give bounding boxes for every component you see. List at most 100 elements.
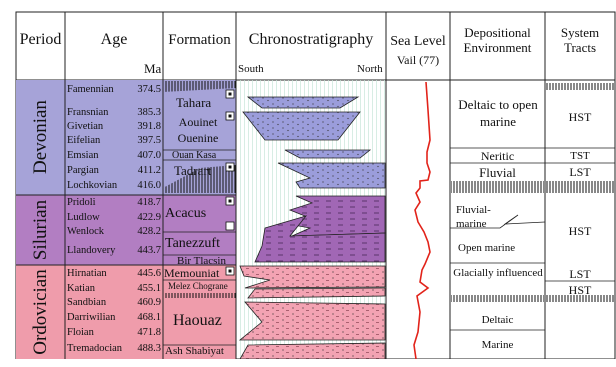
header-formation: Formation (168, 31, 231, 48)
age-stage: Wenlock (67, 226, 105, 237)
memouniat-wedge (239, 265, 386, 289)
ordovician-age-band (65, 265, 163, 359)
header-depositional-environment: Depositional Environment (463, 25, 532, 55)
age-row: Famennian 374.5 (67, 84, 161, 95)
age-stage: Floian (67, 327, 94, 338)
env-fluvial: Fluvial (479, 165, 516, 180)
env-deltaic-open-marine: Deltaic to open marine (458, 97, 538, 129)
age-stage: Llandovery (67, 245, 116, 256)
formation-tahara: Tahara (176, 95, 212, 110)
age-ma: 391.8 (137, 121, 161, 132)
age-row: Givetian 391.8 (67, 121, 161, 132)
header-sea-level: Sea Level (390, 34, 446, 49)
env-open-marine: Open marine (458, 242, 516, 254)
age-stage: Ludlow (67, 212, 100, 223)
env-marine: Marine (481, 339, 514, 351)
age-ma: 460.9 (137, 297, 161, 308)
silurian-age-band (65, 195, 163, 265)
header-period: Period (19, 31, 62, 48)
age-ma: 468.1 (137, 312, 161, 323)
formation-bir-tlacsin: Bir Tlacsin (177, 255, 226, 267)
tanezzuft-wedge (254, 215, 386, 263)
melez-chograne-wedge (247, 287, 386, 299)
age-stage: Pargian (67, 165, 99, 176)
env-deltaic: Deltaic (481, 314, 514, 326)
unconformity-hatch (163, 293, 236, 298)
age-stage: Sandbian (67, 297, 107, 308)
age-stage: Fransnian (67, 107, 109, 118)
formation-memouniat: Memouniat (164, 266, 220, 280)
diagram-canvas (15, 11, 616, 359)
period-devonian: Devonian (30, 100, 51, 174)
age-ma: 455.1 (137, 283, 161, 294)
formation-tanezzuft: Tanezzuft (165, 236, 220, 251)
tract-hst-silurian: HST (568, 224, 592, 238)
ordovician-band (16, 265, 65, 359)
unconformity-hatch (163, 165, 236, 193)
env-neritic: Neritic (480, 149, 515, 163)
age-row: Wenlock 428.2 (67, 226, 161, 237)
age-row: Darriwilian 468.1 (67, 312, 161, 323)
ouan-kasa-wedge (284, 149, 372, 159)
tadrart-wedge (277, 162, 386, 189)
formation-melez-chograne: Melez Chograne (168, 281, 228, 291)
age-ma: 471.8 (137, 327, 161, 338)
tract-lst-ordovician: LST (569, 267, 591, 281)
age-ma: 411.2 (137, 165, 161, 176)
age-row: Lochkovian 416.0 (67, 180, 161, 191)
haouaz-wedge (238, 301, 386, 341)
age-stage: Eifelian (67, 135, 101, 146)
tract-hst-devonian: HST (568, 110, 592, 124)
age-ma: 418.7 (137, 197, 161, 208)
age-row: Pargian 411.2 (67, 165, 161, 176)
age-row: Tremadocian 488.3 (67, 343, 161, 354)
age-row: Ludlow 422.9 (67, 212, 161, 223)
header-age: Age (100, 31, 128, 48)
header-age-unit: Ma (144, 61, 162, 76)
age-row: Pridoli 418.7 (67, 197, 161, 208)
age-ma: 407.0 (137, 150, 161, 161)
chrono-north-label: North (357, 63, 383, 75)
tract-lst-devonian: LST (569, 165, 591, 179)
tract-hst-ordovician: HST (568, 283, 592, 297)
formation-acacus: Acacus (165, 206, 207, 221)
formation-tadrart: Tadrart (174, 163, 212, 178)
formation-haouaz: Haouaz (173, 312, 222, 329)
tract-tst: TST (570, 150, 590, 162)
period-ordovician: Ordovician (30, 269, 51, 355)
age-row: Floian 471.8 (67, 327, 161, 338)
age-ma: 374.5 (137, 84, 161, 95)
age-row: Katian 455.1 (67, 283, 161, 294)
age-stage: Famennian (67, 84, 114, 95)
age-stage: Pridoli (67, 197, 96, 208)
age-stage: Darriwilian (67, 312, 116, 323)
ash-shabiyat-wedge (239, 342, 386, 359)
formation-aouinet-ouenine: Aouinet Ouenine (177, 115, 219, 145)
devonian-age-band (65, 80, 163, 195)
age-row: Llandovery 443.7 (67, 245, 161, 256)
acacus-wedge (286, 195, 386, 237)
unconformity-hatch (163, 81, 236, 92)
formation-ouan-kasa: Ouan Kasa (172, 150, 217, 161)
silurian-formation-band (163, 195, 236, 265)
chrono-south-label: South (238, 63, 264, 75)
header-sea-level-sub: Vail (77) (396, 53, 440, 67)
header-chronostratigraphy: Chronostratigraphy (248, 31, 374, 48)
age-row: Emsian 407.0 (67, 150, 161, 161)
age-ma: 428.2 (137, 226, 161, 237)
aouinet-ouenine-wedge (242, 111, 361, 141)
env-glacially-influenced: Glacially influenced (453, 267, 543, 279)
age-stage: Lochkovian (67, 180, 118, 191)
age-ma: 416.0 (137, 180, 161, 191)
age-ma: 422.9 (137, 212, 161, 223)
age-ma: 445.6 (137, 268, 161, 279)
age-row: Sandbian 460.9 (67, 297, 161, 308)
age-ma: 397.5 (137, 135, 161, 146)
ordovician-formation-band (163, 265, 236, 359)
age-row: Eifelian 397.5 (67, 135, 161, 146)
age-ma: 443.7 (137, 245, 161, 256)
age-stage: Tremadocian (67, 343, 123, 354)
age-row: Fransnian 385.3 (67, 107, 161, 118)
age-stage: Emsian (67, 150, 99, 161)
age-ma: 385.3 (137, 107, 161, 118)
